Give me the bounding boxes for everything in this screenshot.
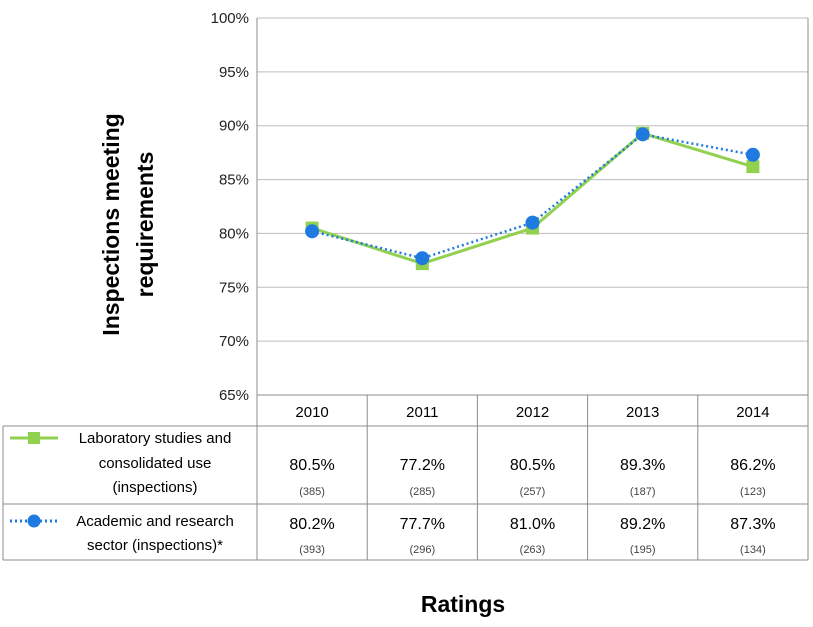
x-axis-label: Ratings [421, 591, 505, 617]
y-tick-label: 90% [219, 118, 249, 135]
count-label: (257) [520, 486, 546, 498]
count-label: (393) [299, 544, 325, 556]
data-label: 77.2% [400, 457, 445, 474]
count-label: (187) [630, 486, 656, 498]
series-markers [305, 126, 760, 271]
x-tick-label: 2014 [736, 404, 769, 421]
data-point [746, 160, 760, 174]
series-lines [311, 131, 754, 266]
data-point [635, 127, 650, 142]
data-label: 89.3% [620, 457, 665, 474]
legend-swatch-marker [27, 514, 41, 528]
data-label: 86.2% [730, 457, 775, 474]
data-point [305, 224, 320, 239]
data-label: 87.3% [730, 516, 775, 533]
y-tick-label: 95% [219, 64, 249, 81]
data-label: 80.5% [510, 457, 555, 474]
data-label: 89.2% [620, 516, 665, 533]
data-point [525, 215, 540, 230]
series-line [311, 132, 754, 260]
legend-entry: sector (inspections)* [87, 537, 223, 554]
legend-entry: (inspections) [112, 479, 197, 496]
legend-swatch-marker [28, 432, 40, 444]
y-tick-labels: 65% 70% 75% 80% 85% 90% 95% 100% [211, 10, 249, 404]
data-label: 81.0% [510, 516, 555, 533]
legend-entry: consolidated use [99, 455, 212, 472]
count-label: (296) [409, 544, 435, 556]
y-tick-label: 75% [219, 279, 249, 296]
count-label: (285) [409, 486, 435, 498]
x-tick-label: 2013 [626, 404, 659, 421]
data-table: 2010 2011 2012 2013 2014 Laboratory studies a… [2, 18, 809, 561]
y-tick-label: 80% [219, 225, 249, 242]
x-tick-label: 2011 [406, 404, 438, 421]
legend-entry: Laboratory studies and [79, 430, 232, 447]
count-label: (123) [740, 486, 766, 498]
count-label: (263) [520, 544, 546, 556]
y-axis-label-line: Inspections meeting [98, 113, 124, 335]
data-label: 80.2% [289, 516, 334, 533]
y-tick-label: 100% [211, 10, 249, 27]
y-tick-label: 85% [219, 172, 249, 189]
y-tick-label: 70% [219, 333, 249, 350]
data-point [415, 251, 430, 266]
x-tick-label: 2012 [516, 404, 549, 421]
x-tick-label: 2010 [295, 404, 328, 421]
count-label: (195) [630, 544, 656, 556]
series-line [311, 131, 754, 266]
y-axis-label: Inspections meeting requirements [98, 113, 158, 335]
data-label: 80.5% [289, 457, 334, 474]
gridlines [257, 17, 808, 396]
legend-entry: Academic and research [76, 513, 234, 530]
data-point [745, 147, 760, 162]
y-axis-label-line: requirements [132, 152, 158, 298]
data-label: 77.7% [400, 516, 445, 533]
count-label: (134) [740, 544, 766, 556]
y-tick-label: 65% [219, 387, 249, 404]
count-label: (385) [299, 486, 325, 498]
